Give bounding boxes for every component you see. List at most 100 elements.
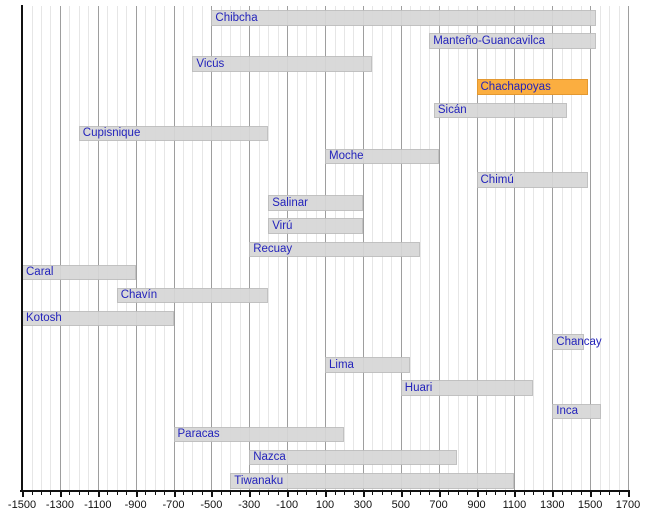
culture-label-2[interactable]: Manteño-Guancavilca	[433, 34, 546, 47]
culture-label-6[interactable]: Cupisnique	[82, 127, 141, 140]
axis-tick-minor	[571, 492, 573, 495]
axis-tick-minor	[192, 492, 194, 495]
culture-label-21[interactable]: Tiwanaku	[234, 474, 284, 487]
gridline-major	[628, 6, 629, 490]
x-axis-line	[20, 490, 630, 492]
gridline-minor	[69, 6, 71, 490]
culture-bar-17	[400, 380, 534, 396]
culture-bar-1	[211, 10, 596, 26]
culture-bar-2	[429, 33, 596, 49]
culture-label-7[interactable]: Moche	[329, 150, 364, 163]
axis-tick-minor	[220, 492, 222, 495]
culture-label-10[interactable]: Virú	[272, 219, 293, 232]
gridline-minor	[419, 6, 421, 490]
culture-label-8[interactable]: Chimú	[480, 173, 514, 186]
culture-label-17[interactable]: Huari	[404, 381, 433, 394]
axis-tick-label: -1500	[7, 499, 37, 511]
gridline-major	[438, 6, 440, 490]
gridline-minor	[50, 6, 52, 490]
axis-tick-minor	[495, 492, 497, 495]
axis-tick-minor	[486, 492, 487, 495]
axis-tick-label: 900	[467, 499, 486, 511]
axis-tick-minor	[50, 492, 52, 495]
axis-tick-minor	[353, 492, 355, 495]
axis-tick-major	[59, 492, 62, 497]
axis-tick-label: -300	[238, 499, 261, 511]
gridline-major	[173, 6, 175, 490]
axis-tick-label: 1500	[577, 499, 603, 511]
culture-bar-7	[325, 148, 439, 165]
axis-tick-minor	[40, 492, 42, 495]
axis-tick-minor	[533, 492, 535, 495]
culture-bar-5	[433, 102, 568, 119]
axis-tick-minor	[107, 492, 109, 495]
axis-tick-major	[249, 492, 252, 497]
culture-label-16[interactable]: Lima	[329, 358, 354, 371]
axis-tick-major	[325, 492, 327, 497]
gridline-minor	[145, 6, 147, 490]
axis-tick-label: 500	[391, 499, 410, 511]
axis-tick-label: 1100	[502, 499, 527, 511]
axis-tick-minor	[618, 492, 620, 495]
axis-tick-minor	[315, 492, 317, 495]
culture-bar-9	[268, 195, 363, 211]
axis-tick-minor	[88, 492, 90, 495]
gridline-major	[211, 6, 213, 490]
culture-bar-4	[476, 79, 589, 95]
gridline-minor	[457, 6, 459, 490]
culture-label-9[interactable]: Salinar	[272, 196, 308, 209]
culture-bar-19	[173, 426, 344, 443]
axis-tick-minor	[164, 492, 165, 495]
gridline-major	[590, 6, 592, 490]
culture-label-20[interactable]: Nazca	[253, 451, 286, 464]
axis-tick-minor	[126, 492, 128, 495]
axis-tick-major	[97, 492, 100, 497]
gridline-minor	[239, 6, 241, 490]
culture-bar-6	[78, 125, 269, 142]
culture-bar-11	[249, 241, 420, 257]
gridline-minor	[542, 6, 544, 490]
culture-label-15[interactable]: Chancay	[556, 335, 602, 348]
axis-tick-minor	[381, 492, 383, 495]
axis-tick-label: 300	[353, 499, 373, 511]
axis-tick-major	[173, 492, 176, 497]
axis-tick-minor	[419, 492, 421, 495]
gridline-minor	[107, 6, 109, 490]
gridline-minor	[220, 6, 222, 490]
culture-label-4[interactable]: Chachapoyas	[480, 80, 551, 93]
culture-bar-13	[116, 287, 269, 304]
axis-tick-minor	[467, 492, 468, 495]
axis-tick-minor	[277, 492, 279, 495]
culture-label-3[interactable]: Vicús	[196, 57, 225, 70]
culture-label-18[interactable]: Inca	[556, 405, 579, 417]
culture-label-14[interactable]: Kotosh	[26, 312, 62, 325]
culture-label-1[interactable]: Chibcha	[215, 11, 258, 24]
culture-bar-15	[552, 334, 585, 350]
gridline-minor	[504, 6, 506, 490]
culture-label-11[interactable]: Recuay	[253, 243, 293, 255]
axis-tick-minor	[154, 492, 156, 495]
culture-label-12[interactable]: Caral	[26, 266, 54, 279]
axis-tick-minor	[306, 492, 308, 495]
axis-tick-minor	[334, 492, 336, 495]
culture-label-19[interactable]: Paracas	[177, 428, 220, 441]
axis-tick-minor	[599, 492, 601, 495]
gridline-minor	[495, 6, 497, 490]
axis-tick-minor	[580, 492, 582, 495]
axis-tick-minor	[239, 492, 241, 495]
axis-tick-minor	[372, 492, 374, 495]
culture-label-5[interactable]: Sicán	[437, 104, 467, 117]
axis-tick-minor	[116, 492, 118, 495]
culture-label-13[interactable]: Chavín	[120, 289, 158, 302]
axis-tick-major	[514, 492, 517, 497]
axis-tick-major	[400, 492, 403, 497]
axis-tick-minor	[258, 492, 260, 495]
axis-tick-major	[362, 492, 365, 497]
gridline-minor	[78, 6, 80, 490]
gridline-minor	[533, 6, 535, 490]
culture-bar-3	[192, 56, 373, 72]
axis-tick-minor	[457, 492, 459, 495]
culture-bar-21	[230, 473, 515, 489]
y-axis-line	[21, 5, 23, 491]
axis-tick-major	[438, 492, 441, 497]
